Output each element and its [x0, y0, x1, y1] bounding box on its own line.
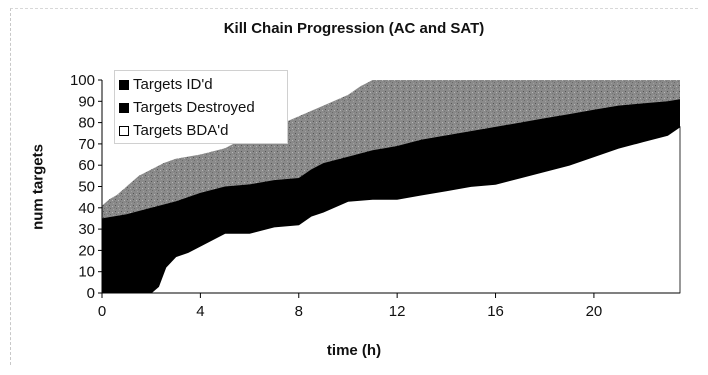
y-tick-label-60: 60 [78, 157, 95, 174]
y-tick-label-100: 100 [70, 72, 95, 89]
y-tick-label-70: 70 [78, 136, 95, 153]
y-tick-label-20: 20 [78, 242, 95, 259]
x-tick-label-20: 20 [586, 303, 603, 320]
legend-item-ids: Targets ID'd [119, 73, 283, 96]
legend-label-bda: Targets BDA'd [133, 122, 229, 139]
x-tick-label-0: 0 [98, 303, 106, 320]
chart-title: Kill Chain Progression (AC and SAT) [223, 20, 485, 37]
legend-swatch-destroyed [119, 102, 129, 113]
x-tick-label-8: 8 [295, 303, 303, 320]
legend-swatch-bda [119, 125, 129, 136]
area-targets-bda [102, 126, 681, 294]
x-tick-label-16: 16 [487, 303, 504, 320]
x-tick-label-4: 4 [196, 303, 204, 320]
y-tick-label-50: 50 [78, 179, 95, 196]
y-tick-label-40: 40 [78, 200, 95, 217]
x-tick-label-12: 12 [389, 303, 406, 320]
y-tick-label-10: 10 [78, 264, 95, 281]
y-tick-label-0: 0 [87, 285, 95, 302]
y-tick-label-80: 80 [78, 115, 95, 132]
legend: Targets ID'd Targets Destroyed Targets B… [114, 70, 288, 144]
legend-label-destroyed: Targets Destroyed [133, 99, 255, 116]
legend-label-ids: Targets ID'd [133, 76, 213, 93]
x-axis-label: time (h) [326, 342, 382, 359]
chart-frame [10, 8, 698, 365]
legend-item-bda: Targets BDA'd [119, 119, 283, 142]
legend-swatch-ids [119, 79, 129, 90]
y-tick-label-30: 30 [78, 221, 95, 238]
y-tick-label-90: 90 [78, 93, 95, 110]
legend-item-destroyed: Targets Destroyed [119, 96, 283, 119]
